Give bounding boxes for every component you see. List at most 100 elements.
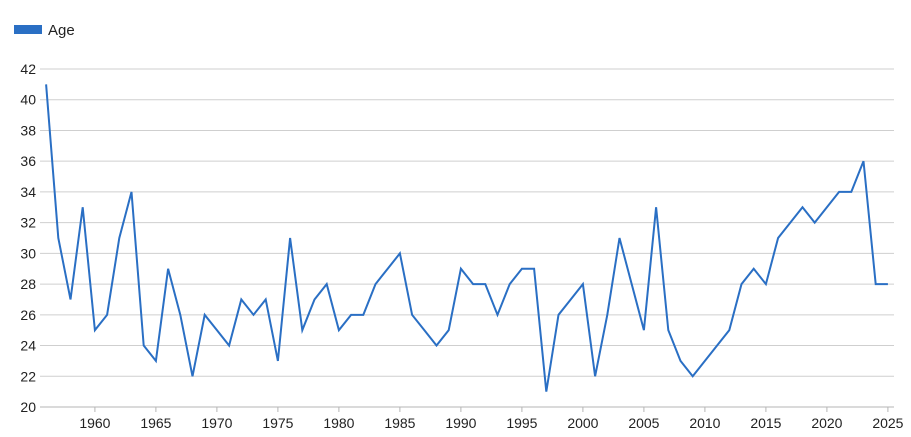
y-axis-ticks: 20 22 24 26 28 30 32 34 36 38 40 42 [20,61,36,415]
data-point [191,374,195,378]
data-point [666,328,670,332]
data-point [752,267,756,271]
data-point [410,313,414,317]
data-point [715,344,719,348]
legend-swatch [14,25,42,34]
data-point [215,328,219,332]
y-tick-label: 38 [20,122,36,138]
data-point [788,221,792,225]
data-point [459,267,463,271]
data-point [300,328,304,332]
data-point [874,282,878,286]
data-point [349,313,353,317]
data-point [422,328,426,332]
data-point [166,267,170,271]
data-point [386,267,390,271]
y-tick-label: 30 [20,245,36,261]
data-point [679,359,683,363]
y-tick-label: 40 [20,92,36,108]
data-point [886,282,890,286]
data-point [581,282,585,286]
y-tick-label: 20 [20,399,36,415]
data-point [520,267,524,271]
data-point [398,251,402,255]
x-tick-label: 1980 [323,415,354,431]
data-point [105,313,109,317]
data-point [252,313,256,317]
data-point [630,282,634,286]
x-tick-label: 1995 [506,415,537,431]
data-point [862,159,866,163]
data-point [691,374,695,378]
x-tick-label: 1985 [384,415,415,431]
data-point [813,221,817,225]
data-point [142,344,146,348]
x-axis-ticks: 1960 1965 1970 1975 1980 1985 1990 1995 2000 2005… [79,407,904,431]
data-point [288,236,292,240]
y-tick-label: 28 [20,276,36,292]
x-tick-label: 2005 [628,415,659,431]
data-point [154,359,158,363]
data-point [483,282,487,286]
x-tick-label: 1965 [140,415,171,431]
series-layer [44,82,890,394]
data-point [496,313,500,317]
data-point [703,359,707,363]
data-point [117,236,121,240]
data-point [764,282,768,286]
y-tick-label: 32 [20,215,36,231]
data-point [276,359,280,363]
data-point [593,374,597,378]
data-point [130,190,134,194]
x-tick-label: 2015 [750,415,781,431]
data-point [605,313,609,317]
y-tick-label: 34 [20,184,36,200]
data-point [44,82,48,86]
data-point [642,328,646,332]
legend: Age [14,22,75,39]
data-point [81,205,85,209]
data-point [374,282,378,286]
data-point [69,297,73,301]
data-point [727,328,731,332]
data-point [227,344,231,348]
data-point [654,205,658,209]
data-point [849,190,853,194]
y-tick-label: 26 [20,307,36,323]
data-point [264,297,268,301]
y-tick-label: 36 [20,153,36,169]
data-point [203,313,207,317]
data-point [361,313,365,317]
data-point [557,313,561,317]
data-point [532,267,536,271]
x-tick-label: 1970 [201,415,232,431]
y-tick-label: 24 [20,338,36,354]
data-point [447,328,451,332]
data-point [239,297,243,301]
data-point [569,297,573,301]
data-point [618,236,622,240]
data-point [801,205,805,209]
data-point [776,236,780,240]
data-point [825,205,829,209]
x-tick-label: 2000 [567,415,598,431]
series-line-age [45,84,888,392]
x-tick-label: 1975 [262,415,293,431]
y-tick-label: 42 [20,61,36,77]
data-point [337,328,341,332]
legend-label: Age [48,22,75,39]
data-point [544,390,548,394]
data-point [508,282,512,286]
data-point [313,297,317,301]
data-point [435,344,439,348]
data-point [93,328,97,332]
x-tick-label: 2010 [689,415,720,431]
x-tick-label: 1990 [445,415,476,431]
data-point [837,190,841,194]
y-tick-label: 22 [20,368,36,384]
data-point [178,313,182,317]
x-tick-label: 2025 [872,415,903,431]
grid-lines [40,68,894,408]
